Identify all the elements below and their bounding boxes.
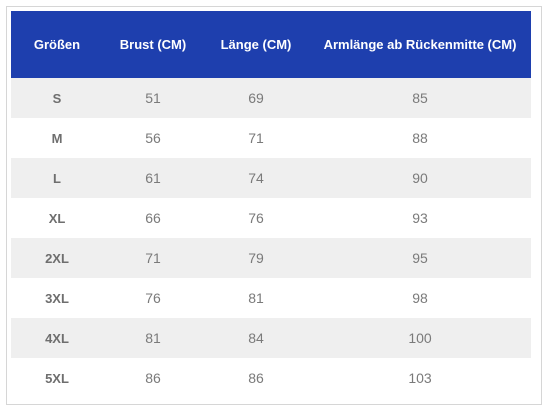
header-sleeve: Armlänge ab Rückenmitte (CM) (323, 36, 517, 52)
chest-cell: 61 (145, 170, 161, 186)
table-row: L 61 74 90 (11, 158, 531, 198)
sleeve-cell: 85 (412, 90, 428, 106)
table-row: 5XL 86 86 103 (11, 358, 531, 398)
table-row: M 56 71 88 (11, 118, 531, 158)
sleeve-cell: 98 (412, 290, 428, 306)
length-cell: 76 (248, 210, 264, 226)
length-cell: 81 (248, 290, 264, 306)
size-chart-frame (6, 6, 542, 405)
chest-cell: 71 (145, 250, 161, 266)
table-row: 2XL 71 79 95 (11, 238, 531, 278)
sleeve-cell: 93 (412, 210, 428, 226)
table-row: XL 66 76 93 (11, 198, 531, 238)
size-cell: XL (48, 210, 66, 226)
length-cell: 74 (248, 170, 264, 186)
table-header: Größen Brust (CM) Länge (CM) Armlänge ab… (11, 11, 531, 78)
chest-cell: 56 (145, 130, 161, 146)
header-row: Größen Brust (CM) Länge (CM) Armlänge ab… (11, 11, 531, 78)
chest-cell: 81 (145, 330, 161, 346)
chest-cell: 76 (145, 290, 161, 306)
header-chest: Brust (CM) (119, 36, 187, 52)
header-size: Größen (33, 36, 81, 52)
sleeve-cell: 90 (412, 170, 428, 186)
size-chart-table: Größen Brust (CM) Länge (CM) Armlänge ab… (11, 11, 531, 398)
table-row: 4XL 81 84 100 (11, 318, 531, 358)
size-cell: M (51, 130, 63, 146)
size-cell: 2XL (45, 250, 69, 266)
header-length: Länge (CM) (220, 36, 292, 52)
size-cell: L (53, 170, 61, 186)
chest-cell: 51 (145, 90, 161, 106)
table-body: S 51 69 85 M 56 71 88 L 61 74 90 XL 66 7… (11, 78, 531, 398)
sleeve-cell: 88 (412, 130, 428, 146)
length-cell: 71 (248, 130, 264, 146)
table-row: S 51 69 85 (11, 78, 531, 118)
sleeve-cell: 100 (408, 330, 432, 346)
chest-cell: 66 (145, 210, 161, 226)
length-cell: 69 (248, 90, 264, 106)
length-cell: 86 (248, 370, 264, 386)
size-cell: S (52, 90, 62, 106)
size-cell: 3XL (45, 290, 69, 306)
size-cell: 5XL (45, 370, 69, 386)
size-cell: 4XL (45, 330, 69, 346)
sleeve-cell: 103 (408, 370, 432, 386)
chest-cell: 86 (145, 370, 161, 386)
length-cell: 84 (248, 330, 264, 346)
sleeve-cell: 95 (412, 250, 428, 266)
length-cell: 79 (248, 250, 264, 266)
table-row: 3XL 76 81 98 (11, 278, 531, 318)
